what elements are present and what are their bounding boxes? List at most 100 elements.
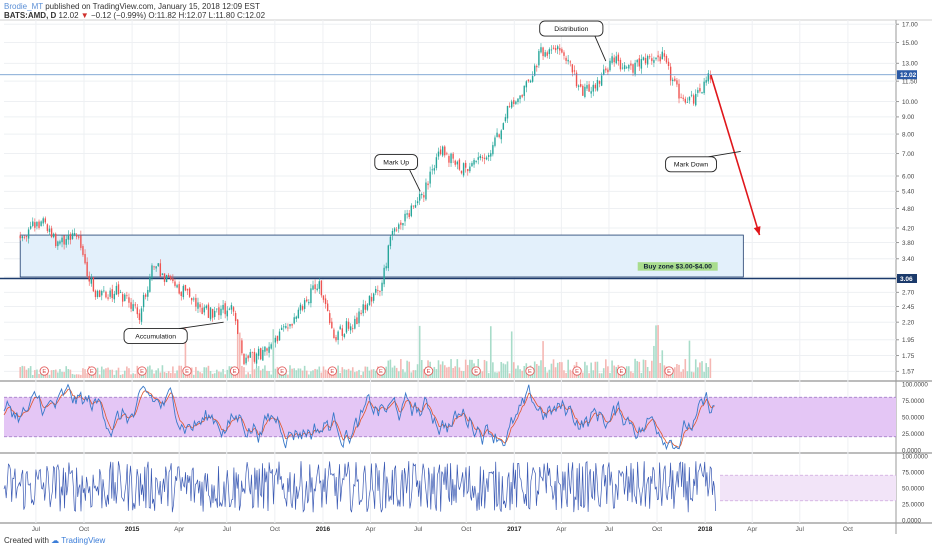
candle-body [144, 294, 147, 297]
buy-zone-label-bg [637, 262, 718, 271]
earnings-marker-label: E [330, 369, 334, 375]
ohlc-values: O:11.82 H:12.07 L:11.80 C:12.02 [148, 11, 266, 20]
volume-bar [682, 369, 684, 378]
volume-bar [316, 369, 318, 378]
candle-body [483, 157, 486, 159]
volume-bar [638, 361, 641, 378]
candle-body [188, 288, 191, 297]
candle-body [665, 56, 668, 63]
candle-body [525, 81, 528, 88]
volume-bar [36, 369, 38, 378]
candle-body [375, 288, 377, 293]
volume-bar [636, 361, 638, 378]
candle-body [21, 236, 24, 239]
volume-bar [80, 374, 82, 378]
volume-bar [174, 373, 176, 378]
volume-bar [249, 374, 252, 378]
candle-body [485, 157, 488, 160]
volume-bar [46, 371, 49, 378]
volume-bar [435, 369, 438, 378]
stoch-axis: 100.0000 75.0000 50.0000 25.0000 0.0000 [902, 381, 928, 454]
candle-body [644, 57, 647, 64]
candle-body [598, 80, 601, 84]
volume-bar [287, 374, 289, 378]
volume-bar [469, 359, 471, 378]
candle-body [441, 146, 444, 156]
volume-bar [337, 365, 339, 378]
price-tick-label: 4.20 [902, 225, 915, 232]
candle-body [646, 55, 649, 65]
candle-body [546, 52, 548, 56]
candle-body [454, 160, 456, 165]
candle-body [584, 86, 586, 98]
candle-body [421, 193, 423, 196]
candle-body [667, 61, 670, 66]
candle-body [688, 96, 691, 101]
candle-body [496, 132, 498, 137]
candle-body [23, 236, 26, 238]
candle-body [222, 304, 224, 310]
volume-bar [500, 361, 503, 378]
volume-bar [259, 370, 262, 378]
down-triangle-icon: ▼ [80, 11, 89, 20]
volume-bar [489, 326, 492, 378]
candle-body [404, 213, 406, 222]
candle-body [331, 321, 333, 329]
publish-line: Brodie_MT published on TradingView.com, … [4, 2, 260, 11]
price-tick-label: 13.00 [902, 61, 918, 68]
candle-body [19, 235, 21, 239]
candle-body [582, 85, 584, 96]
callout-pointer [409, 169, 421, 192]
candle-body [571, 64, 574, 73]
volume-bar [176, 370, 178, 378]
callout-box [539, 20, 604, 37]
volume-bar [600, 373, 603, 378]
candle-body [312, 285, 314, 290]
volume-bar [354, 372, 356, 378]
price-tick-label: 1.57 [902, 369, 915, 376]
candle-body [678, 83, 680, 99]
volume-bar [29, 366, 32, 378]
candle-body [178, 284, 180, 294]
x-tick-label: Jul [414, 526, 423, 533]
volume-bar [464, 359, 467, 378]
candle-body [199, 304, 201, 308]
volume-bar [77, 374, 80, 378]
buy-zone-rect [19, 234, 744, 278]
candle-body [613, 57, 615, 63]
candle-body [136, 307, 139, 315]
candle-body [124, 294, 126, 302]
candle-body [385, 266, 387, 269]
volume-bar [132, 373, 134, 378]
candle-body [418, 193, 421, 201]
volume-bar [538, 365, 540, 378]
volume-bar [236, 334, 239, 378]
volume-bar [61, 371, 63, 378]
volume-bar [92, 374, 95, 378]
volume-bar [393, 365, 396, 378]
candle-body [521, 95, 523, 97]
candle-body [306, 299, 308, 302]
candle-body [101, 291, 103, 296]
candle-body [642, 57, 645, 60]
tradingview-brand[interactable]: TradingView [61, 536, 106, 545]
candle-body [224, 303, 226, 315]
volume-bar [297, 368, 300, 378]
author-link[interactable]: Brodie_MT [4, 2, 43, 11]
volume-bar [308, 374, 310, 378]
volume-bar [582, 372, 584, 378]
candle-body [395, 229, 398, 231]
volume-bar [203, 367, 206, 378]
volume-bar [385, 366, 388, 378]
x-tick-label: Jul [32, 526, 41, 533]
volume-bar [218, 371, 220, 378]
volume-bar [632, 372, 634, 378]
callout-label: Accumulation [135, 333, 176, 340]
volume-bar [103, 369, 105, 378]
volume-bar [441, 361, 444, 378]
volume-bar [690, 371, 693, 378]
candle-body [333, 329, 335, 339]
candle-body [615, 56, 617, 64]
earnings-marker-label: E [90, 369, 94, 375]
volume-bar [285, 369, 287, 378]
